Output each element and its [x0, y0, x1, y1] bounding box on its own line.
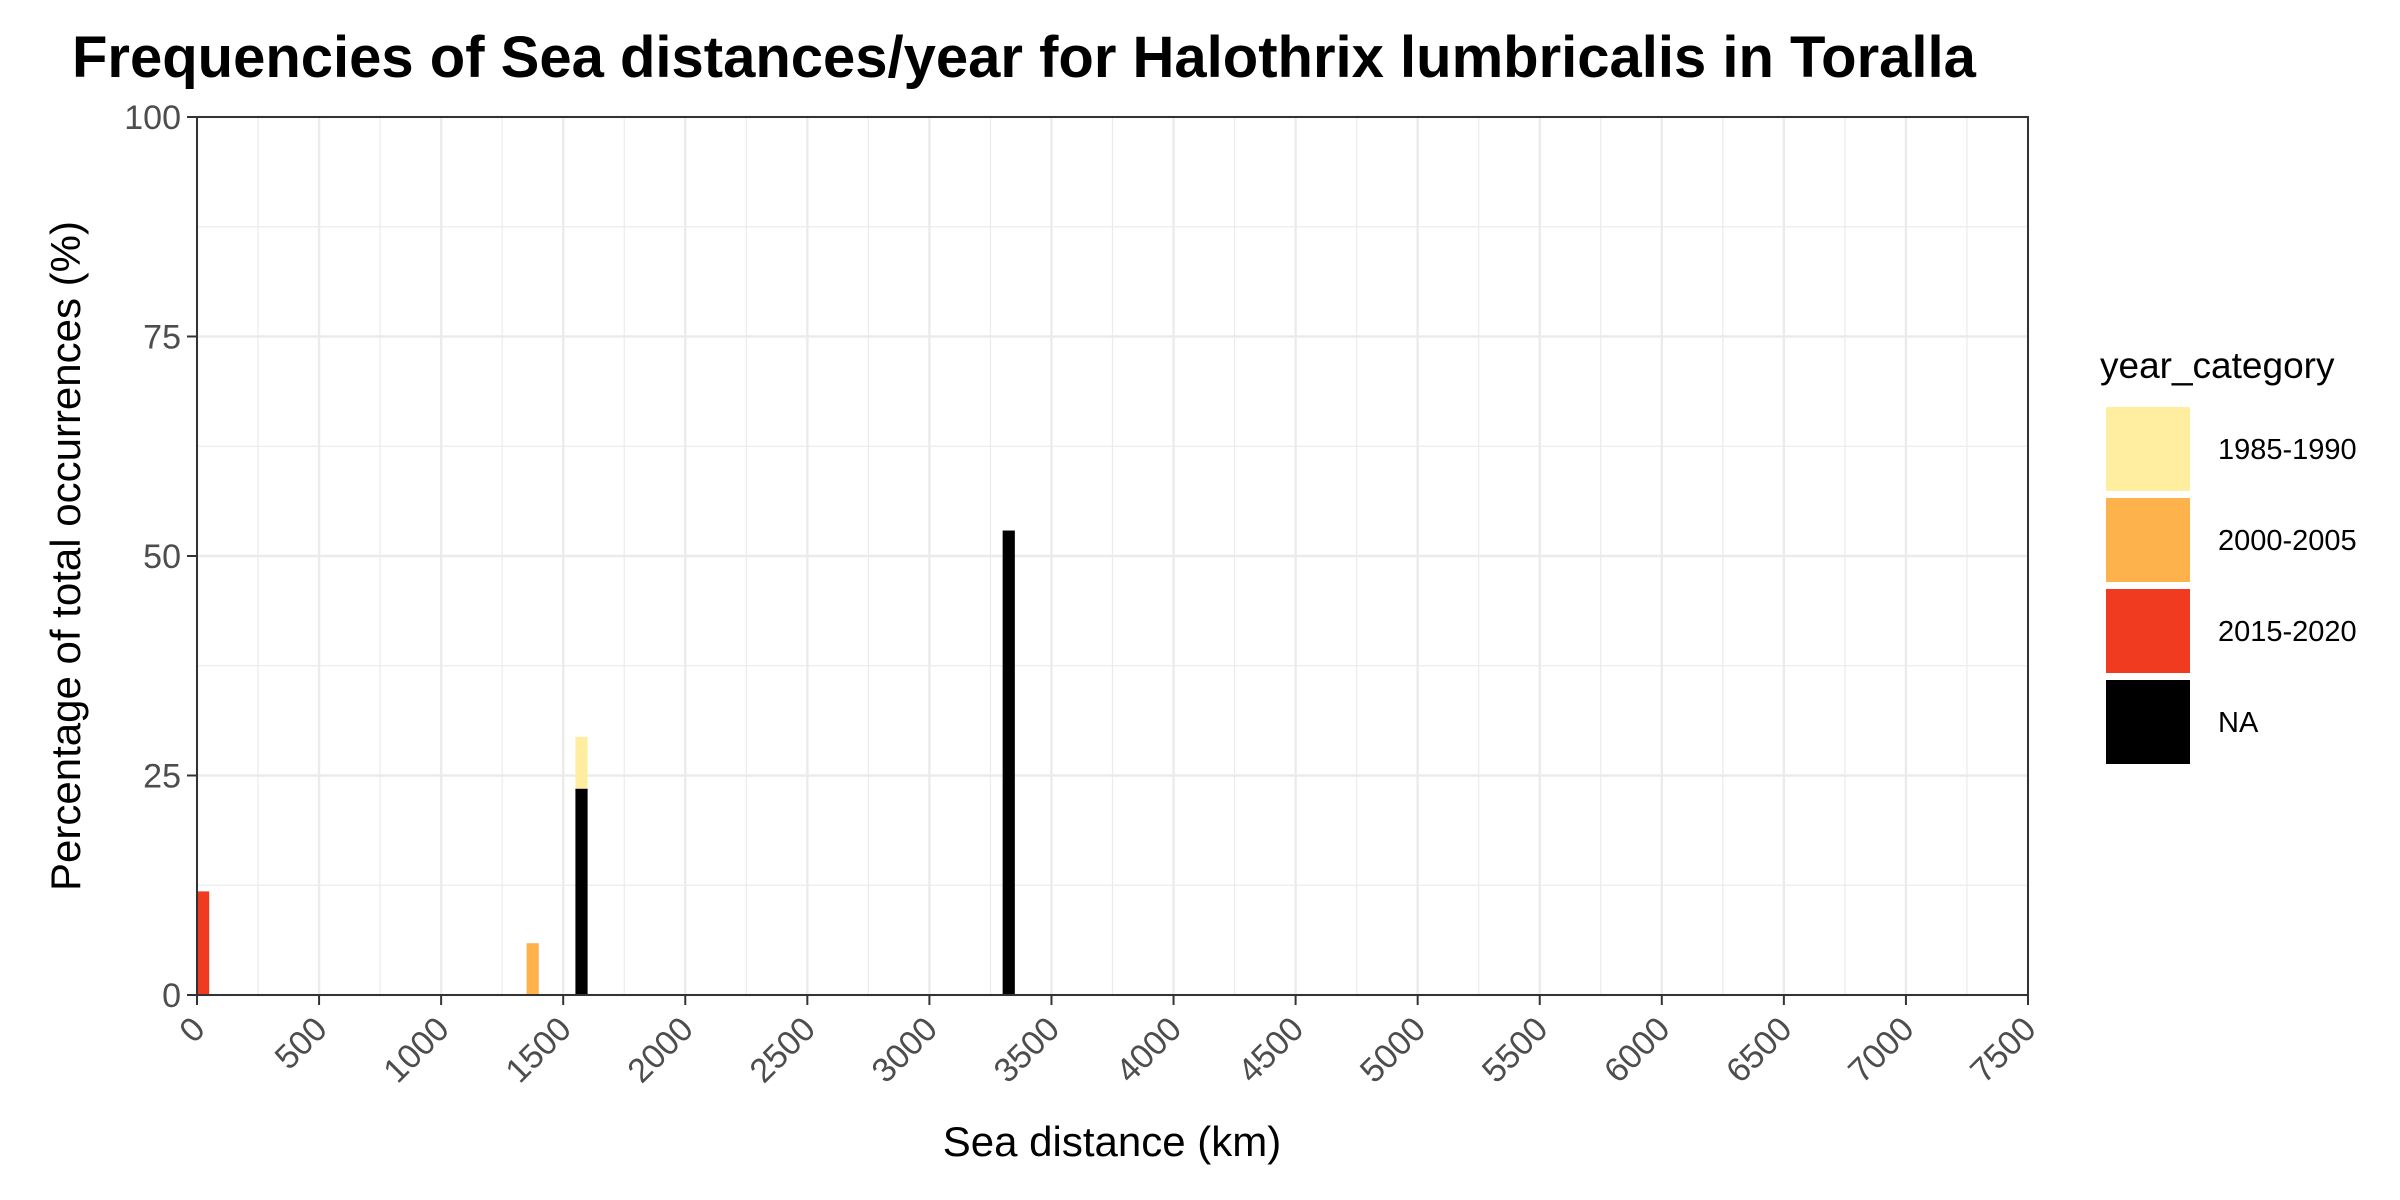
x-tick-label: 0	[172, 1010, 212, 1050]
x-tick-label: 1000	[376, 1010, 456, 1090]
x-tick-label: 7500	[1963, 1010, 2043, 1090]
legend-key	[2106, 680, 2190, 764]
y-tick-label: 0	[162, 977, 181, 1015]
bar-segment	[197, 891, 210, 995]
x-axis-title: Sea distance (km)	[943, 1118, 1281, 1165]
x-tick-label: 1500	[498, 1010, 578, 1090]
y-tick-label: 50	[143, 538, 181, 576]
legend-key	[2106, 498, 2190, 582]
bar-segment	[575, 788, 588, 995]
y-tick-label: 75	[143, 319, 181, 357]
x-tick-label: 4500	[1231, 1010, 1311, 1090]
bar-segment	[526, 943, 539, 995]
chart-title: Frequencies of Sea distances/year for Ha…	[72, 25, 1976, 90]
x-tick-label: 2000	[620, 1010, 700, 1090]
legend-label: 2000-2005	[2218, 525, 2357, 557]
x-tick-label: 6500	[1719, 1010, 1799, 1090]
legend-label: 2015-2020	[2218, 616, 2357, 648]
y-tick-label: 25	[143, 758, 181, 796]
x-tick-label: 500	[268, 1010, 335, 1077]
y-axis: 0 25 50 75 100	[124, 99, 197, 1015]
x-tick-label: 2500	[743, 1010, 823, 1090]
x-tick-label: 3500	[987, 1010, 1067, 1090]
x-tick-label: 3000	[865, 1010, 945, 1090]
legend-label: NA	[2218, 707, 2259, 739]
legend: year_category 1985-1990 2000-2005 2015-202…	[2100, 345, 2357, 764]
legend-key	[2106, 589, 2190, 673]
x-tick-label: 6000	[1597, 1010, 1677, 1090]
x-tick-label: 7000	[1841, 1010, 1921, 1090]
legend-label: 1985-1990	[2218, 434, 2357, 466]
bars	[197, 530, 1015, 995]
x-axis: 0 500 1000 1500 2000 2500 3000 3500 4000 4500 5000…	[172, 995, 2044, 1090]
legend-title: year_category	[2100, 345, 2335, 386]
y-tick-label: 100	[124, 99, 181, 137]
bar-segment	[1002, 530, 1015, 995]
x-tick-label: 5000	[1353, 1010, 1433, 1090]
y-axis-title: Percentage of total occurrences (%)	[42, 221, 89, 891]
legend-key	[2106, 407, 2190, 491]
x-tick-label: 4000	[1109, 1010, 1189, 1090]
bar-segment	[575, 736, 588, 789]
x-tick-label: 5500	[1475, 1010, 1555, 1090]
